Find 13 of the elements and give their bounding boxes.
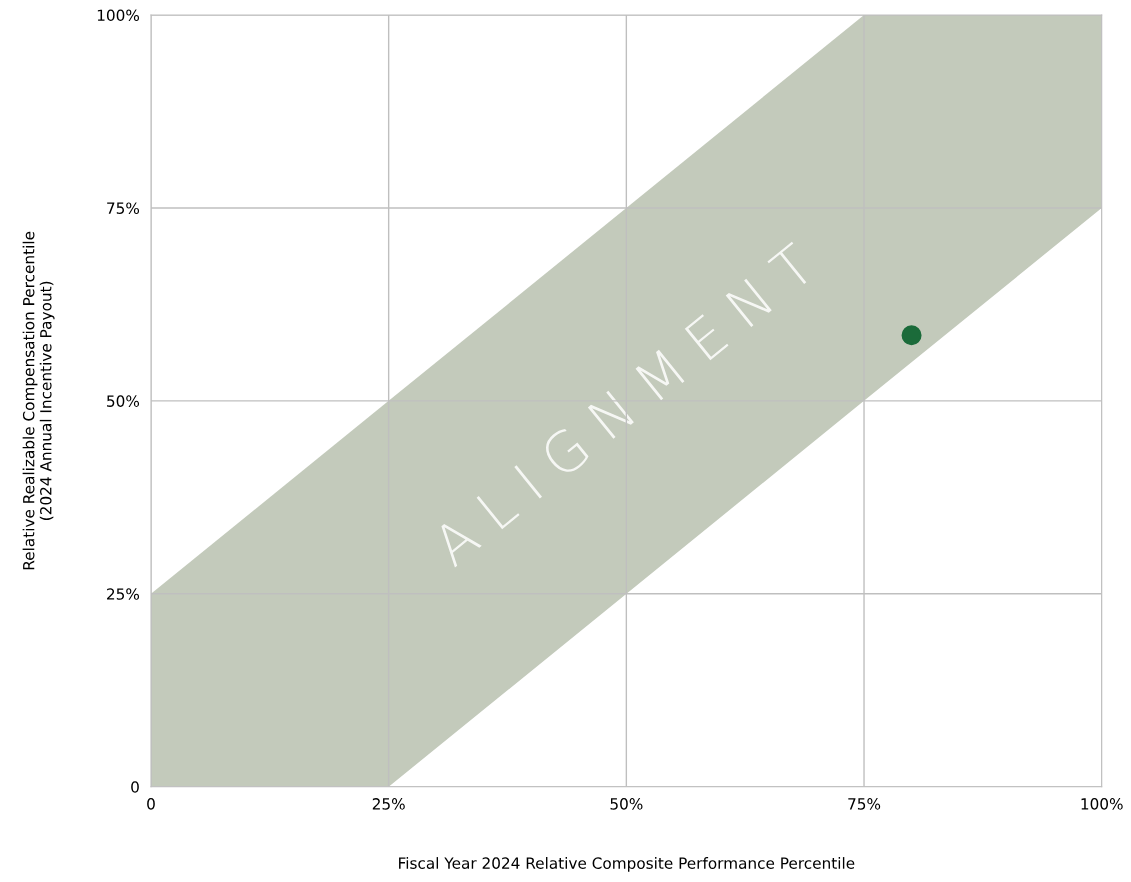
y-tick-label: 25% [107, 588, 140, 600]
x-tick-label: 25% [372, 798, 405, 810]
y-axis-title: Relative Realizable Compensation Percentile (2024 Annual Incentive Payout) [22, 231, 55, 570]
y-tick-label: 0 [131, 781, 139, 793]
x-tick-label: 75% [848, 798, 881, 810]
y-tick-label: 50% [107, 395, 140, 407]
x-axis-title: Fiscal Year 2024 Relative Composite Performance Percentile [399, 857, 855, 872]
annotation: A L I G N M E N T [428, 241, 818, 569]
x-tick-label: 100% [1081, 798, 1123, 810]
x-tick-label: 50% [610, 798, 643, 810]
y-tick-label: 100% [97, 9, 140, 22]
x-tick-label: 0 [147, 798, 155, 810]
y-tick-label: 75% [107, 202, 140, 214]
